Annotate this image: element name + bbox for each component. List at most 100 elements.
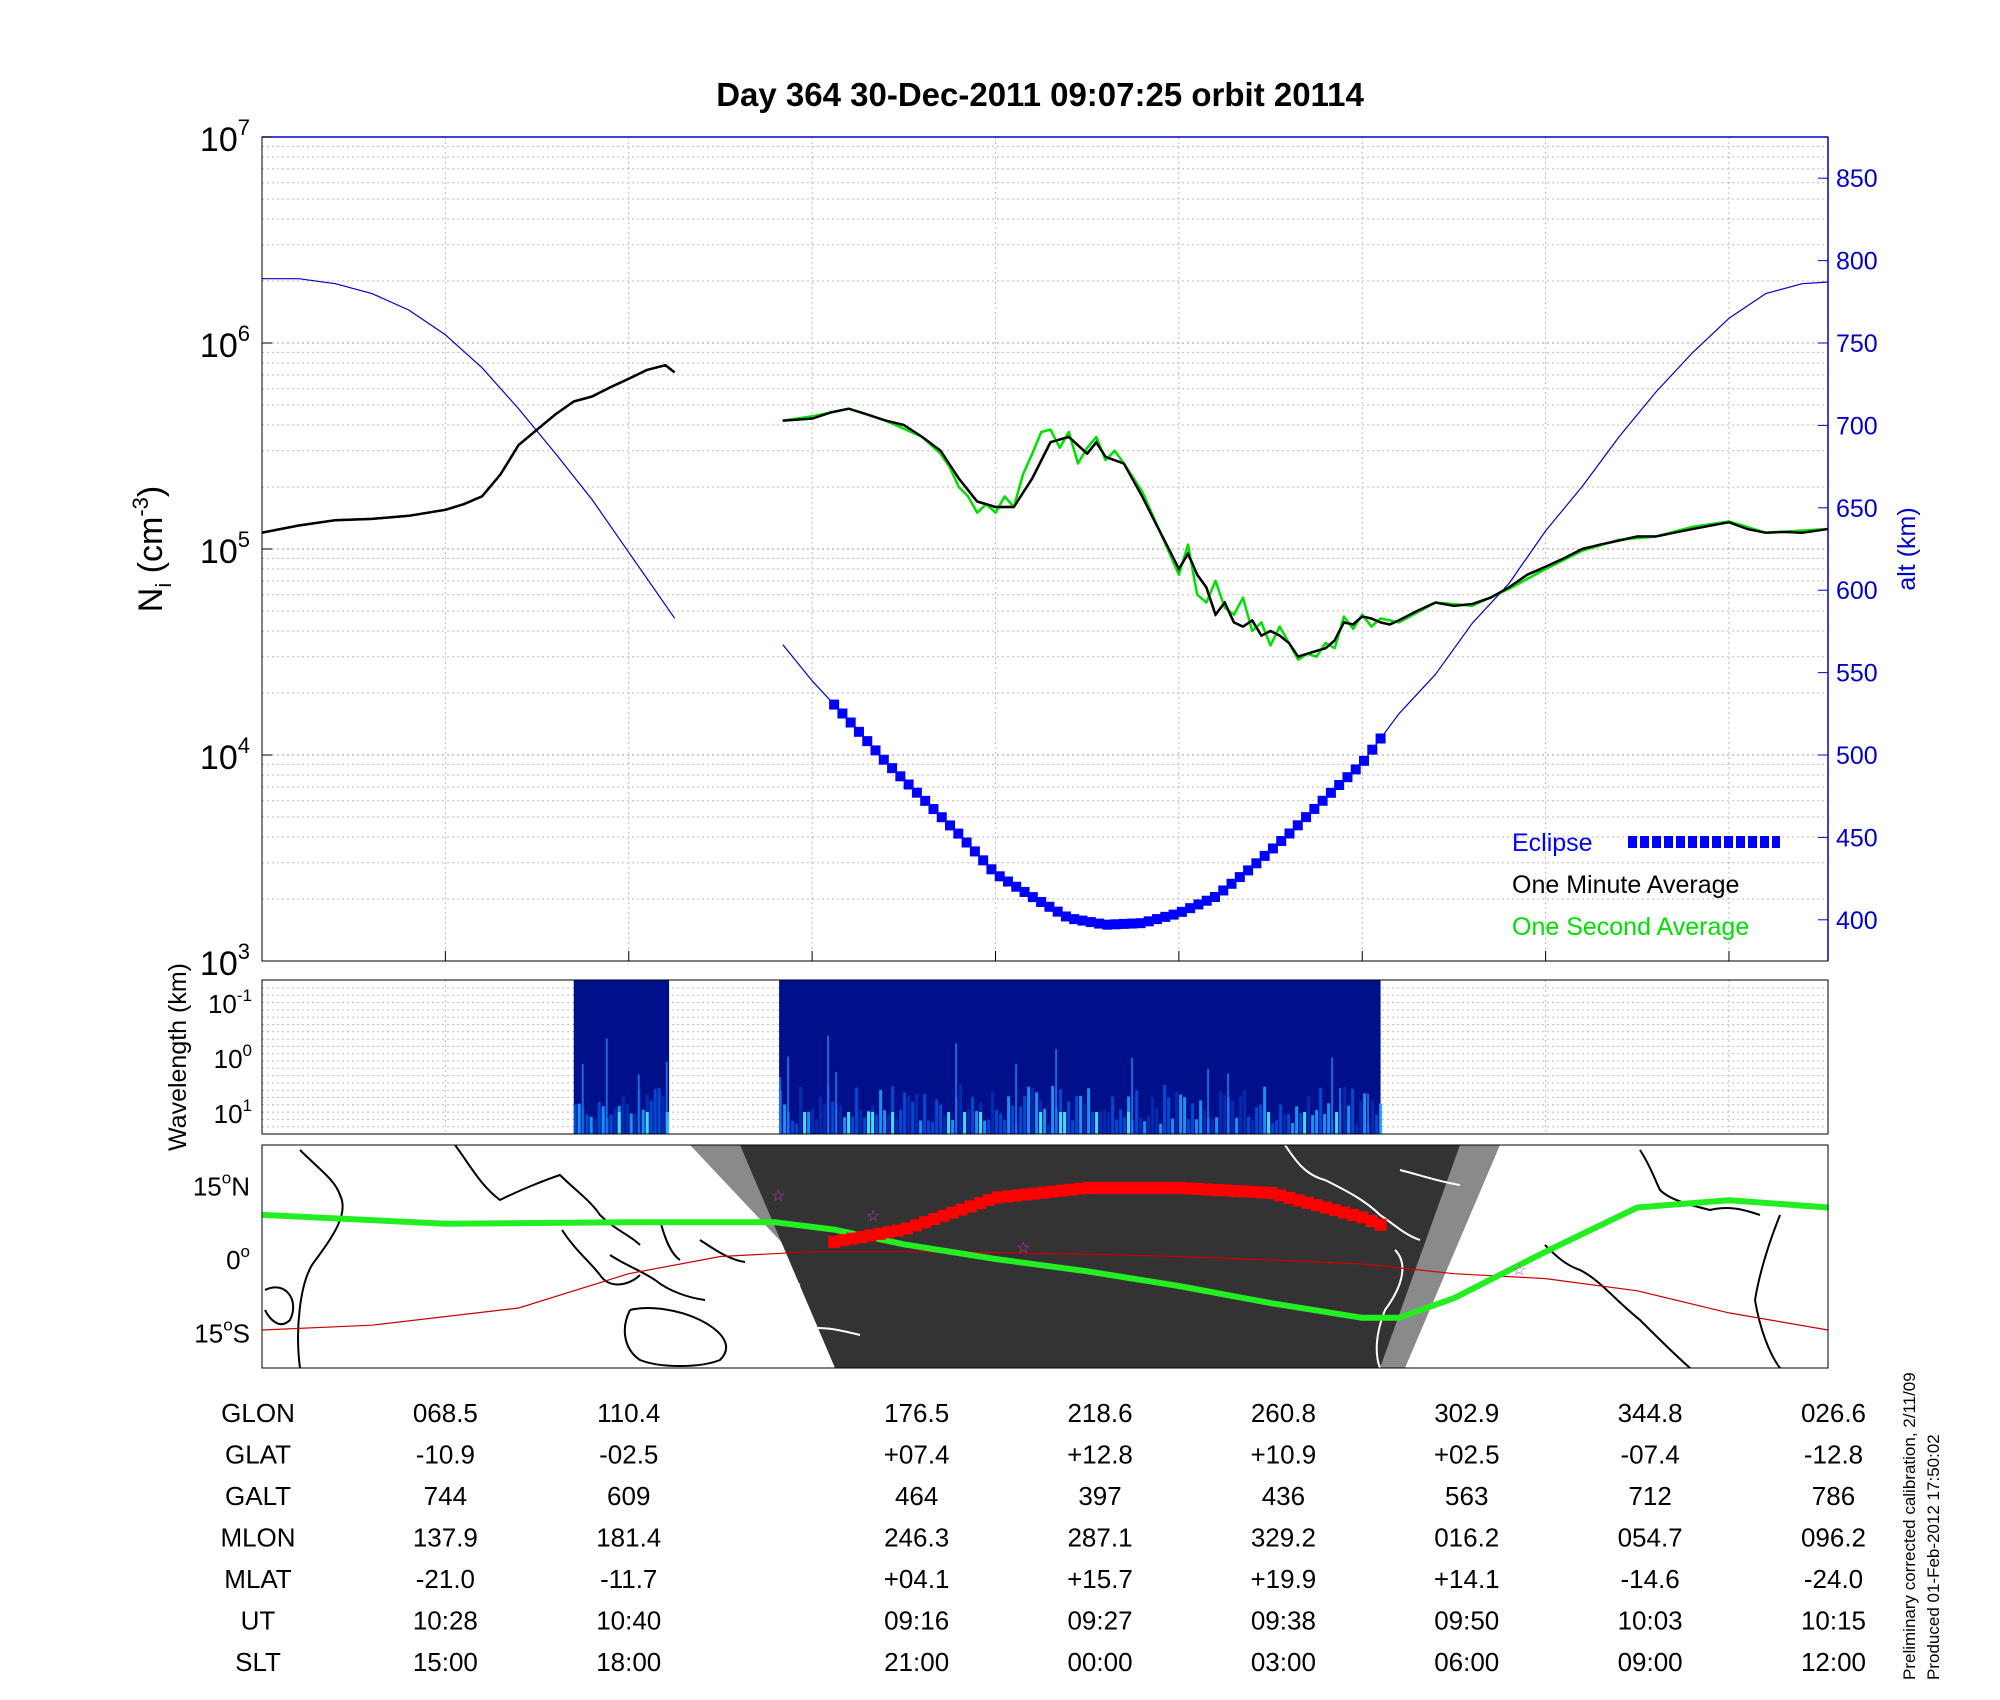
- eclipse-track-marker: [846, 1232, 859, 1245]
- table-cell: 09:27: [1067, 1606, 1132, 1636]
- spectrogram-column: [1059, 1112, 1063, 1134]
- eclipse-track-marker: [1092, 1181, 1105, 1194]
- spectrogram-column: [585, 1114, 589, 1134]
- table-cell: +02.5: [1434, 1440, 1500, 1470]
- legend: Eclipse One Minute Average One Second Av…: [1512, 829, 1780, 941]
- table-cell: 09:38: [1251, 1606, 1316, 1636]
- eclipse-marker: [1375, 733, 1386, 744]
- eclipse-marker: [1160, 911, 1171, 922]
- spectrogram-column: [895, 1118, 899, 1134]
- spectrogram-column: [927, 1120, 931, 1134]
- table-cell: 096.2: [1801, 1523, 1866, 1553]
- table-cell: 06:00: [1434, 1647, 1499, 1677]
- table-cell: -11.7: [600, 1564, 657, 1594]
- eclipse-track-marker: [828, 1235, 841, 1248]
- eclipse-track-marker: [1101, 1181, 1114, 1194]
- eclipse-marker: [878, 754, 889, 765]
- spectrogram-column: [617, 1112, 621, 1134]
- eclipse-track-marker: [873, 1227, 886, 1240]
- eclipse-marker: [1251, 858, 1262, 869]
- eclipse-track-marker: [1146, 1181, 1159, 1194]
- spectrogram-column: [1267, 1112, 1271, 1134]
- table-cell: 15:00: [413, 1647, 478, 1677]
- spectrogram-column: [1187, 1119, 1191, 1134]
- spectrogram-column: [1147, 1116, 1151, 1134]
- eclipse-marker: [870, 745, 881, 756]
- eclipse-track-marker: [1137, 1181, 1150, 1194]
- table-row-label: SLT: [235, 1647, 281, 1677]
- spectrogram-ticks: 10-1 100 101: [208, 986, 252, 1129]
- spectrogram-column: [1255, 1107, 1259, 1134]
- eclipse-marker: [994, 871, 1005, 882]
- spectrogram-column: [577, 1103, 581, 1134]
- spectrogram-column: [1251, 1120, 1255, 1134]
- spectrogram-column: [859, 1110, 863, 1134]
- spectrogram-column: [991, 1091, 995, 1134]
- eclipse-marker: [1135, 918, 1146, 929]
- spectrogram-column: [581, 1064, 584, 1134]
- spectrogram-column: [633, 1113, 637, 1134]
- eclipse-marker: [903, 779, 914, 790]
- spectrogram-column: [1167, 1097, 1171, 1134]
- table-cell: 18:00: [596, 1647, 661, 1677]
- spectrogram-column: [951, 1120, 955, 1134]
- table-cell: -14.6: [1620, 1564, 1679, 1594]
- eclipse-marker: [887, 763, 898, 774]
- table-row-label: GALT: [225, 1481, 291, 1511]
- eclipse-track-marker: [1319, 1201, 1332, 1214]
- table-cell: 464: [895, 1481, 938, 1511]
- eclipse-marker: [1002, 876, 1013, 887]
- table-cell: 12:00: [1801, 1647, 1866, 1677]
- density-grid: [262, 137, 1828, 962]
- spectrogram-column: [943, 1115, 947, 1134]
- spectrogram-column: [1243, 1089, 1247, 1134]
- table-cell: 016.2: [1434, 1523, 1499, 1553]
- station-markers: ☆ ☆ ☆ ☆: [771, 1188, 1526, 1279]
- spectrogram-column: [999, 1113, 1003, 1134]
- map-tick-label: 15oS: [194, 1316, 250, 1349]
- eclipse-marker: [895, 771, 906, 782]
- eclipse-marker: [837, 708, 848, 719]
- table-cell: 397: [1078, 1481, 1121, 1511]
- table-cell: +04.1: [884, 1564, 950, 1594]
- eclipse-track-marker: [1128, 1181, 1141, 1194]
- eclipse-track-marker: [1165, 1181, 1178, 1194]
- eclipse-track-marker: [1347, 1208, 1360, 1221]
- table-cell: -02.5: [599, 1440, 658, 1470]
- spectrogram-column: [783, 1104, 787, 1134]
- spectrogram-column: [1239, 1095, 1243, 1134]
- spectrogram-column: [867, 1112, 871, 1134]
- table-cell: 09:16: [884, 1606, 949, 1636]
- spectrogram-column: [1331, 1057, 1334, 1134]
- eclipse-track-marker: [1338, 1206, 1351, 1219]
- eclipse-track-marker: [982, 1194, 995, 1207]
- spectrogram-column: [1307, 1096, 1311, 1134]
- eclipse-marker: [978, 855, 989, 866]
- eclipse-track-marker: [1119, 1181, 1132, 1194]
- spectrogram-column: [1123, 1117, 1127, 1134]
- legend-eclipse-label: Eclipse: [1512, 829, 1593, 857]
- eclipse-marker: [969, 846, 980, 857]
- spectrogram-column: [947, 1112, 951, 1134]
- table-cell: 10:15: [1801, 1606, 1866, 1636]
- table-cell: 10:28: [413, 1606, 478, 1636]
- spectrogram-ylabel: Wavelength (km): [164, 963, 192, 1151]
- eclipse-marker: [1027, 892, 1038, 903]
- left-tick-label: 103: [200, 939, 250, 983]
- eclipse-track-marker: [1210, 1183, 1223, 1196]
- eclipse-track-marker: [1310, 1199, 1323, 1212]
- eclipse-marker: [1259, 850, 1270, 861]
- table-cell: 609: [607, 1481, 650, 1511]
- spectrogram-column: [1247, 1116, 1251, 1134]
- eclipse-track-marker: [1064, 1183, 1077, 1196]
- eclipse-marker: [845, 717, 856, 728]
- eclipse-marker: [829, 699, 840, 710]
- spectrogram-column: [983, 1120, 987, 1134]
- table-cell: 176.5: [884, 1398, 949, 1428]
- table-cell: 21:00: [884, 1647, 949, 1677]
- spectrogram-column: [1063, 1112, 1067, 1134]
- table-cell: +07.4: [884, 1440, 950, 1470]
- table-cell: -24.0: [1804, 1564, 1863, 1594]
- spectrogram-column: [795, 1123, 799, 1134]
